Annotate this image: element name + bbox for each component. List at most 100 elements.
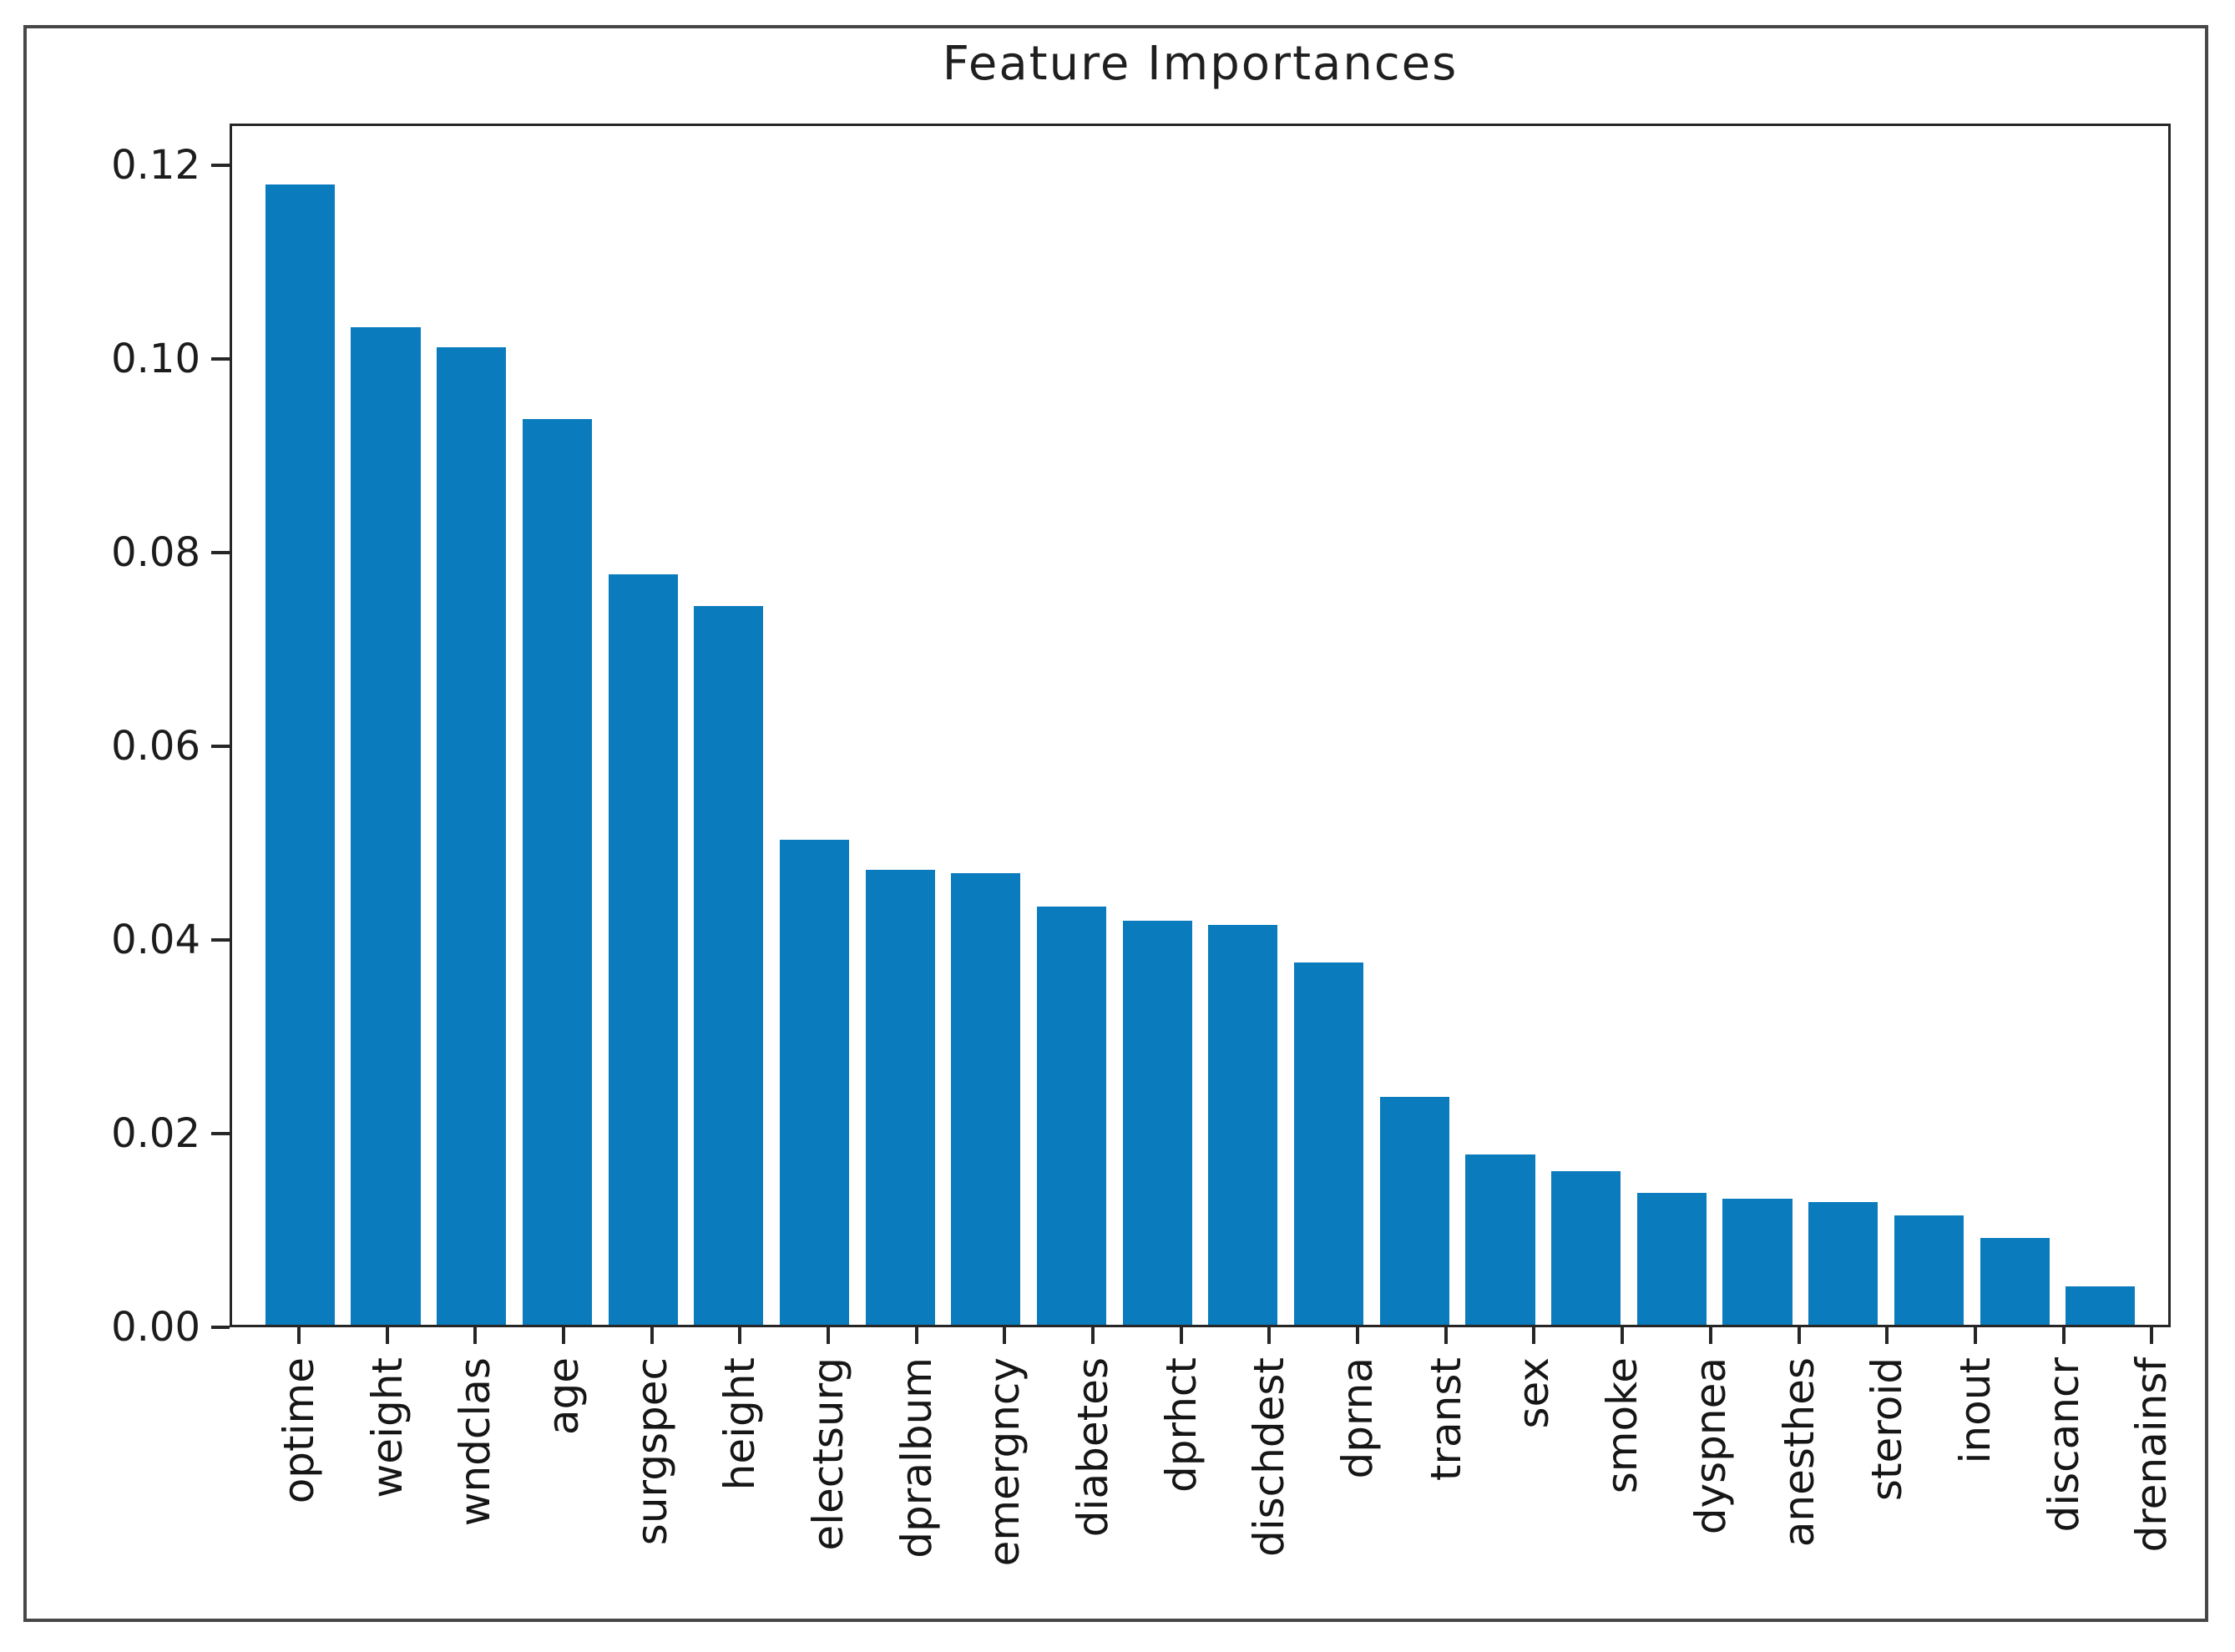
x-tick-label-emergncy: emergncy bbox=[980, 1357, 1029, 1567]
y-tick-label-0.06: 0.06 bbox=[111, 722, 200, 770]
bar-slot-dischdest bbox=[1201, 126, 1287, 1325]
x-tick-label-dprna: dprna bbox=[1333, 1357, 1383, 1479]
bar-sex bbox=[1465, 1154, 1535, 1325]
x-slot-dischdest: dischdest bbox=[1226, 1327, 1314, 1566]
bar-slot-wndclas bbox=[428, 126, 514, 1325]
bar-transt bbox=[1379, 1097, 1449, 1325]
x-slot-transt: transt bbox=[1402, 1327, 1490, 1566]
x-tick-mark bbox=[914, 1327, 918, 1344]
bar-slot-electsurg bbox=[771, 126, 857, 1325]
bar-dpralbum bbox=[865, 869, 935, 1325]
bar-slot-optime bbox=[257, 126, 343, 1325]
y-tick-mark bbox=[211, 356, 230, 361]
y-tick-mark bbox=[211, 1131, 230, 1135]
bar-slot-smoke bbox=[1543, 126, 1629, 1325]
x-slot-smoke: smoke bbox=[1578, 1327, 1666, 1566]
x-slot-anesthes: anesthes bbox=[1755, 1327, 1843, 1566]
y-tick-mark bbox=[211, 163, 230, 167]
x-tick-label-drenainsf: drenainsf bbox=[2127, 1357, 2177, 1553]
bar-slot-dyspnea bbox=[1629, 126, 1715, 1325]
x-tick-label-height: height bbox=[716, 1357, 765, 1491]
bar-drenainsf bbox=[2066, 1286, 2136, 1325]
y-tick-label-0.08: 0.08 bbox=[111, 528, 200, 576]
bar-slot-inout bbox=[1886, 126, 1972, 1325]
x-slot-sex: sex bbox=[1490, 1327, 1579, 1566]
bar-dprhct bbox=[1122, 920, 1192, 1325]
bars-row bbox=[232, 126, 2168, 1325]
x-slot-wndclas: wndclas bbox=[431, 1327, 519, 1566]
plot-area bbox=[230, 124, 2171, 1327]
x-slot-discancr: discancr bbox=[2020, 1327, 2108, 1566]
bar-inout bbox=[1894, 1215, 1964, 1325]
x-slot-electsurg: electsurg bbox=[784, 1327, 872, 1566]
x-tick-label-sex: sex bbox=[1509, 1357, 1559, 1429]
bar-slot-height bbox=[685, 126, 771, 1325]
x-tick-mark bbox=[1091, 1327, 1095, 1344]
bar-height bbox=[694, 606, 764, 1325]
x-tick-mark bbox=[1708, 1327, 1712, 1344]
bar-smoke bbox=[1551, 1171, 1621, 1325]
x-slot-dprhct: dprhct bbox=[1137, 1327, 1226, 1566]
x-slot-surgspec: surgspec bbox=[608, 1327, 696, 1566]
x-slot-height: height bbox=[695, 1327, 784, 1566]
x-tick-label-electsurg: electsurg bbox=[803, 1357, 852, 1551]
x-slot-inout: inout bbox=[1931, 1327, 2020, 1566]
bar-slot-age bbox=[514, 126, 600, 1325]
x-tick-label-smoke: smoke bbox=[1598, 1357, 1647, 1494]
x-tick-mark bbox=[561, 1327, 565, 1344]
bar-dprna bbox=[1294, 962, 1364, 1325]
bar-wndclas bbox=[437, 346, 507, 1325]
x-tick-label-diabetes: diabetes bbox=[1069, 1357, 1118, 1538]
bar-dyspnea bbox=[1636, 1192, 1707, 1325]
x-tick-mark bbox=[738, 1327, 742, 1344]
x-tick-mark bbox=[1356, 1327, 1360, 1344]
bar-slot-weight bbox=[343, 126, 429, 1325]
bar-slot-dprhct bbox=[1115, 126, 1201, 1325]
x-tick-mark bbox=[1973, 1327, 1977, 1344]
bar-slot-sex bbox=[1458, 126, 1544, 1325]
x-tick-label-dyspnea: dyspnea bbox=[1686, 1357, 1735, 1535]
x-tick-label-dpralbum: dpralbum bbox=[892, 1357, 941, 1559]
x-slot-weight: weight bbox=[343, 1327, 432, 1566]
x-tick-label-inout: inout bbox=[1950, 1357, 2000, 1464]
bar-diabetes bbox=[1036, 906, 1107, 1325]
x-tick-label-discancr: discancr bbox=[2039, 1357, 2088, 1533]
bar-anesthes bbox=[1722, 1198, 1793, 1325]
bar-surgspec bbox=[608, 574, 678, 1325]
bar-emergncy bbox=[951, 873, 1021, 1325]
x-slot-dyspnea: dyspnea bbox=[1666, 1327, 1755, 1566]
x-slot-diabetes: diabetes bbox=[1049, 1327, 1137, 1566]
bar-slot-transt bbox=[1372, 126, 1458, 1325]
bar-optime bbox=[265, 184, 335, 1325]
x-tick-label-transt: transt bbox=[1421, 1357, 1470, 1482]
x-tick-mark bbox=[826, 1327, 830, 1344]
x-tick-mark bbox=[385, 1327, 389, 1344]
y-tick-label-0.04: 0.04 bbox=[111, 916, 200, 963]
bar-steroid bbox=[1808, 1202, 1879, 1325]
x-tick-mark bbox=[1532, 1327, 1536, 1344]
x-tick-mark bbox=[296, 1327, 301, 1344]
x-tick-mark bbox=[1267, 1327, 1272, 1344]
bar-slot-discancr bbox=[1972, 126, 2058, 1325]
bar-dischdest bbox=[1208, 924, 1278, 1325]
y-tick-mark bbox=[211, 744, 230, 748]
bar-slot-emergncy bbox=[943, 126, 1029, 1325]
x-tick-label-steroid: steroid bbox=[1863, 1357, 1912, 1502]
x-tick-mark bbox=[650, 1327, 654, 1344]
bar-slot-drenainsf bbox=[2057, 126, 2143, 1325]
y-tick-label-0.12: 0.12 bbox=[111, 141, 200, 189]
bar-slot-dpralbum bbox=[857, 126, 943, 1325]
x-tick-label-weight: weight bbox=[362, 1357, 412, 1498]
x-tick-label-surgspec: surgspec bbox=[627, 1357, 676, 1546]
x-tick-label-anesthes: anesthes bbox=[1774, 1357, 1823, 1548]
x-slot-drenainsf: drenainsf bbox=[2107, 1327, 2196, 1566]
x-tick-mark bbox=[473, 1327, 478, 1344]
x-axis: optime weight wndclas age surgspec height elec… bbox=[230, 1327, 2221, 1566]
x-slot-emergncy: emergncy bbox=[961, 1327, 1049, 1566]
bar-discancr bbox=[1980, 1238, 2050, 1325]
x-tick-label-wndclas: wndclas bbox=[451, 1357, 500, 1527]
y-tick-label-0.10: 0.10 bbox=[111, 335, 200, 382]
bar-slot-anesthes bbox=[1715, 126, 1801, 1325]
bar-electsurg bbox=[779, 839, 850, 1325]
x-tick-mark bbox=[1797, 1327, 1801, 1344]
